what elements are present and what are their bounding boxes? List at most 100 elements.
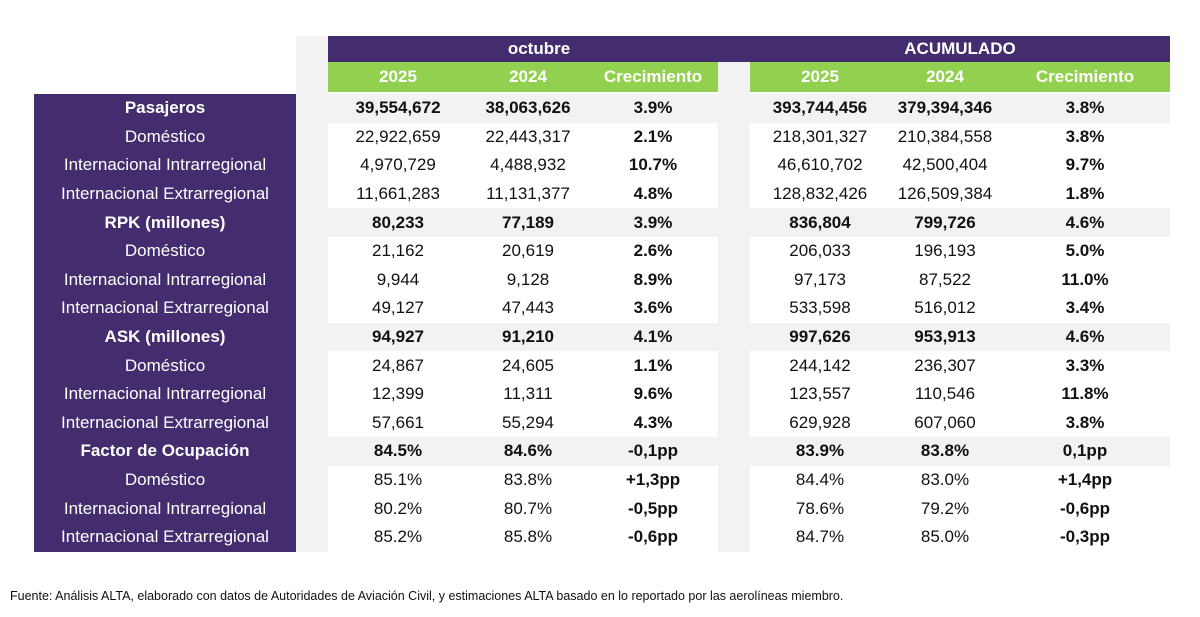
table-row-category: Pasajeros 39,554,672 38,063,626 3.9% 393,744… [34, 94, 1170, 123]
month-value-2025: 11,661,283 [356, 184, 440, 204]
month-value-2024: 55,294 [502, 412, 554, 432]
cum-growth: -0,6pp [1059, 498, 1111, 518]
month-value-2024: 47,443 [502, 298, 554, 318]
cum-value-2025: 836,804 [789, 212, 851, 232]
cum-value-2025: 97,173 [794, 269, 846, 289]
cum-growth: 3.4% [1065, 298, 1105, 318]
cum-growth: 11.8% [1061, 384, 1109, 404]
table-row: Internacional Intrarregional 80.2% 80.7% -0… [34, 494, 1170, 523]
table-row: Internacional Intrarregional 4,970,729 4,4… [34, 151, 1170, 180]
month-value-2024: 83.8% [503, 470, 553, 490]
cum-value-2025: 46,610,702 [777, 155, 863, 175]
row-label: ASK (millones) [34, 322, 296, 352]
row-band-month [328, 208, 718, 237]
month-value-2025: 85.1% [373, 470, 423, 490]
table-row: Doméstico 21,162 20,619 2.6% 206,033 196,193 5… [34, 237, 1170, 266]
table-row-category: RPK (millones) 80,233 77,189 3.9% 836,804 799… [34, 208, 1170, 237]
month-growth: -0,6pp [627, 527, 679, 547]
cum-value-2024: 87,522 [919, 269, 971, 289]
month-growth: -0,1pp [627, 441, 679, 461]
cum-value-2024: 607,060 [914, 412, 976, 432]
cum-value-2024: 83.8% [920, 441, 970, 461]
month-value-2024: 80.7% [503, 498, 553, 518]
month-value-2024: 20,619 [502, 241, 554, 261]
cum-value-2024: 42,500,404 [902, 155, 988, 175]
row-label: RPK (millones) [34, 208, 296, 237]
month-growth: 3.9% [633, 98, 673, 118]
month-growth: 3.6% [633, 298, 673, 318]
month-growth: 2.6% [633, 241, 673, 261]
month-value-2024: 9,128 [506, 269, 550, 289]
month-growth: 10.7% [628, 155, 678, 175]
row-label: Internacional Extrarregional [34, 179, 296, 209]
month-growth: 4.3% [633, 412, 673, 432]
month-growth: 4.8% [633, 184, 673, 204]
row-label: Doméstico [34, 237, 296, 266]
cum-value-2024: 83.0% [920, 470, 970, 490]
cum-growth: 9.7% [1065, 155, 1105, 175]
cum-growth: 4.6% [1065, 212, 1105, 232]
table-row: Internacional Extrarregional 57,661 55,294… [34, 408, 1170, 438]
month-value-2024: 91,210 [502, 327, 554, 347]
month-growth: 3.9% [633, 212, 673, 232]
table-row-category: Factor de Ocupación 84.5% 84.6% -0,1pp 83.9%… [34, 437, 1170, 466]
cum-value-2024: 79.2% [920, 498, 970, 518]
cum-value-2025: 393,744,456 [772, 98, 868, 118]
month-value-2025: 12,399 [372, 384, 424, 404]
header-month-2024: 2024 [468, 62, 588, 92]
row-label: Doméstico [34, 122, 296, 152]
row-label: Internacional Intrarregional [34, 494, 296, 523]
cum-growth: 0,1pp [1062, 441, 1108, 461]
month-value-2025: 85.2% [373, 527, 423, 547]
table-row-category: ASK (millones) 94,927 91,210 4.1% 997,626 953… [34, 322, 1170, 352]
cum-growth: 11.0% [1061, 269, 1109, 289]
cum-growth: 3.8% [1065, 98, 1105, 118]
row-label: Factor de Ocupación [34, 437, 296, 466]
cum-value-2025: 84.4% [795, 470, 845, 490]
header-cum-2024: 2024 [890, 62, 1000, 92]
month-value-2024: 11,311 [503, 384, 553, 404]
month-value-2024: 84.6% [503, 441, 553, 461]
header-group-cumulative: ACUMULADO [750, 36, 1170, 62]
month-value-2024: 38,063,626 [485, 98, 571, 118]
month-growth: 9.6% [633, 384, 673, 404]
cum-value-2024: 799,726 [914, 212, 976, 232]
header-month-growth: Crecimiento [588, 62, 718, 92]
table-row: Doméstico 24,867 24,605 1.1% 244,142 236,307 3… [34, 351, 1170, 380]
row-label: Internacional Extrarregional [34, 408, 296, 438]
month-growth: 4.1% [633, 327, 673, 347]
month-value-2025: 9,944 [376, 269, 420, 289]
cum-value-2024: 85.0% [920, 527, 970, 547]
table-row: Internacional Extrarregional 85.2% 85.8% -0… [34, 523, 1170, 552]
month-value-2024: 4,488,932 [490, 155, 566, 175]
header-group-month: octubre [328, 36, 750, 62]
cum-value-2024: 236,307 [914, 355, 976, 375]
table-row: Internacional Extrarregional 11,661,283 11… [34, 179, 1170, 209]
cum-value-2025: 629,928 [789, 412, 851, 432]
month-value-2024: 22,443,317 [485, 126, 571, 146]
month-value-2024: 85.8% [503, 527, 553, 547]
cum-value-2024: 516,012 [914, 298, 976, 318]
spacer-column-middle [718, 36, 750, 552]
row-label: Internacional Extrarregional [34, 523, 296, 552]
row-band-month [328, 94, 718, 123]
cum-value-2025: 123,557 [789, 384, 851, 404]
spacer-column-left [296, 36, 328, 552]
month-value-2025: 94,927 [372, 327, 424, 347]
month-growth: 8.9% [633, 269, 673, 289]
cum-value-2025: 83.9% [795, 441, 845, 461]
cum-growth: 4.6% [1065, 327, 1105, 347]
cum-value-2025: 84.7% [795, 527, 845, 547]
month-value-2025: 24,867 [372, 355, 424, 375]
month-value-2025: 80,233 [372, 212, 424, 232]
cum-growth: 1.8% [1065, 184, 1105, 204]
month-value-2025: 39,554,672 [355, 98, 441, 118]
cum-value-2024: 196,193 [914, 241, 976, 261]
month-value-2024: 11,131,377 [486, 184, 570, 204]
row-band-cumulative [750, 94, 1170, 123]
row-band-cumulative [750, 322, 1170, 352]
cum-value-2024: 210,384,558 [897, 126, 993, 146]
header-month-2025: 2025 [328, 62, 468, 92]
row-band-month [328, 322, 718, 352]
month-value-2025: 84.5% [373, 441, 423, 461]
